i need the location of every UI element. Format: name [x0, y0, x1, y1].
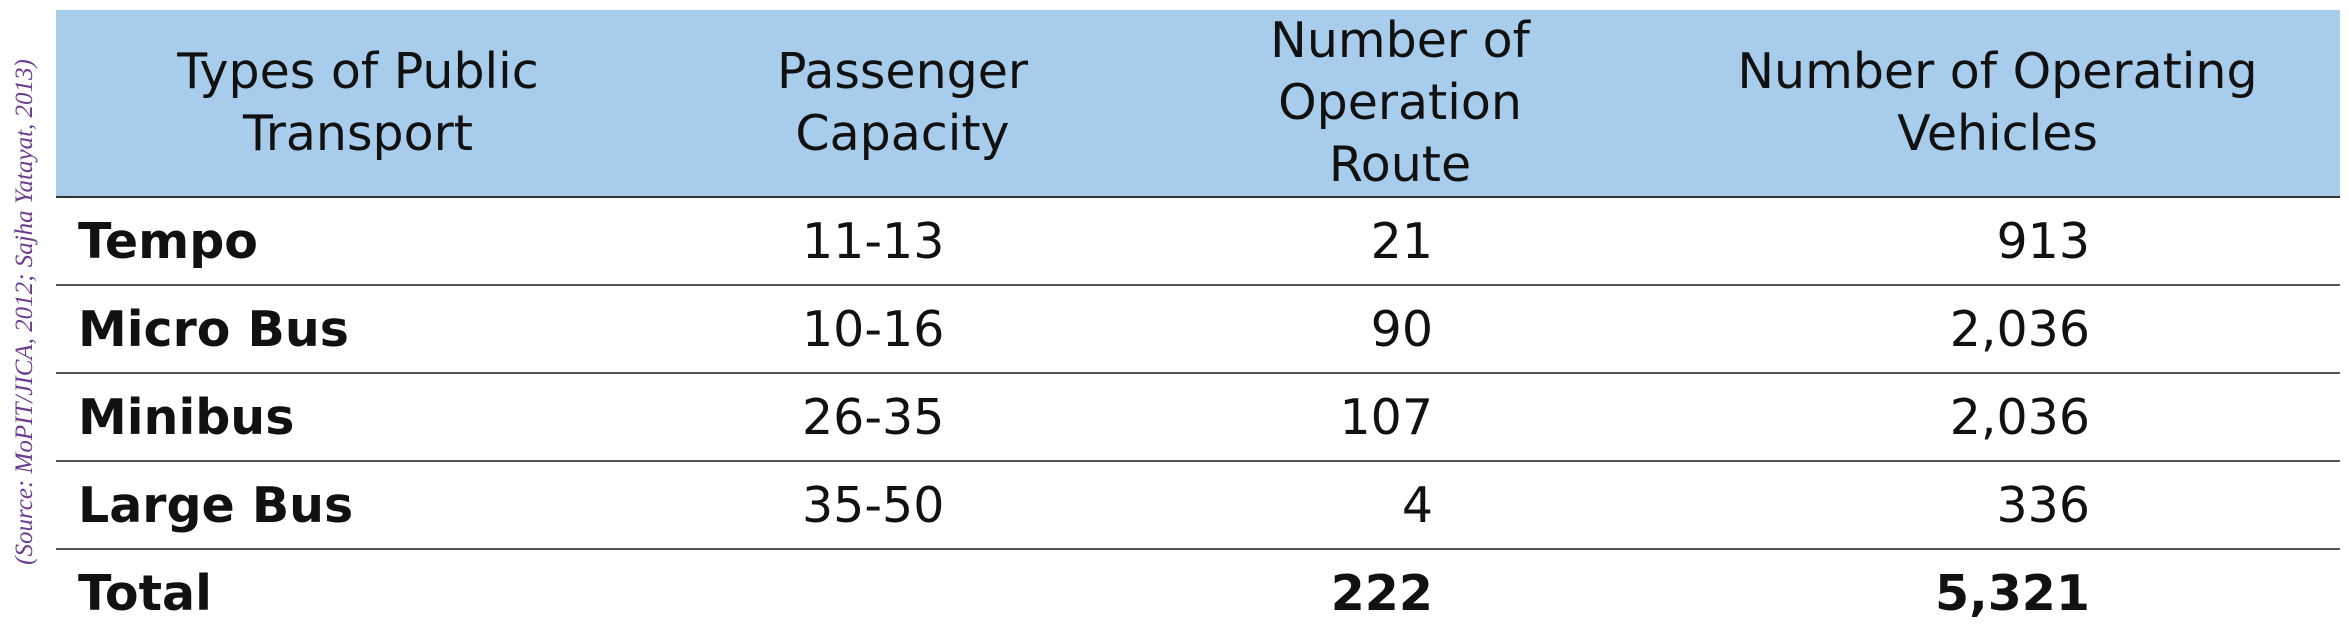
- table-row: Micro Bus 10-16 90 2,036: [56, 285, 2340, 374]
- vehicles-cell: 2,036: [1655, 373, 2340, 462]
- type-label: Large Bus: [78, 476, 354, 534]
- total-vehicles-cell: 5,321: [1935, 564, 2090, 622]
- header-routes: Number of Operation Route: [1145, 10, 1655, 198]
- table-row: Large Bus 35-50 4 336: [56, 461, 2340, 550]
- header-routes-line2: Route: [1328, 136, 1472, 193]
- table-row: Minibus 26-35 107 2,036: [56, 373, 2340, 462]
- total-label: Total: [78, 564, 212, 622]
- header-vehicles-line1: Number of Operating: [1737, 43, 2258, 100]
- total-capacity-cell: [660, 549, 1145, 636]
- header-capacity-line2: Capacity: [795, 105, 1010, 162]
- header-type: Types of Public Transport: [56, 10, 660, 198]
- table-body: Tempo 11-13 21 913 Micro Bus 10-16 90 2,…: [56, 197, 2340, 636]
- type-label: Minibus: [78, 388, 295, 446]
- source-note-text: (Source: MoPIT/JICA, 2012; Sajha Yatayat…: [11, 59, 38, 565]
- type-cell: Minibus: [56, 373, 660, 462]
- table-header: Types of Public Transport Passenger Capa…: [56, 10, 2340, 198]
- type-cell: Micro Bus: [56, 285, 660, 374]
- vehicles-cell: 913: [1655, 197, 2340, 286]
- capacity-cell: 11-13: [660, 197, 1145, 286]
- vehicles-cell: 2,036: [1655, 285, 2340, 374]
- total-routes-cell: 222: [1330, 564, 1433, 622]
- public-transport-table: Types of Public Transport Passenger Capa…: [56, 10, 2340, 636]
- header-routes-line1: Number of Operation: [1270, 12, 1530, 131]
- capacity-cell: 35-50: [660, 461, 1145, 550]
- routes-cell: 90: [1145, 285, 1655, 374]
- capacity-cell: 10-16: [660, 285, 1145, 374]
- header-capacity: Passenger Capacity: [660, 10, 1145, 198]
- capacity-cell: 26-35: [660, 373, 1145, 462]
- type-label: Micro Bus: [78, 300, 349, 358]
- total-row: Total 222 5,321: [56, 549, 2340, 636]
- table-row: Tempo 11-13 21 913: [56, 197, 2340, 286]
- routes-cell: 4: [1145, 461, 1655, 550]
- header-type-line1: Types of Public: [177, 43, 539, 100]
- type-cell: Large Bus: [56, 461, 660, 550]
- header-type-line2: Transport: [243, 105, 473, 162]
- type-cell: Tempo: [56, 197, 660, 286]
- header-capacity-line1: Passenger: [776, 43, 1029, 100]
- type-label: Tempo: [78, 212, 258, 270]
- total-label-cell: Total: [56, 549, 660, 636]
- header-vehicles: Number of Operating Vehicles: [1655, 10, 2340, 198]
- vehicles-cell: 336: [1655, 461, 2340, 550]
- routes-cell: 21: [1145, 197, 1655, 286]
- header-vehicles-line2: Vehicles: [1897, 105, 2098, 162]
- header-row: Types of Public Transport Passenger Capa…: [56, 10, 2340, 198]
- routes-cell: 107: [1145, 373, 1655, 462]
